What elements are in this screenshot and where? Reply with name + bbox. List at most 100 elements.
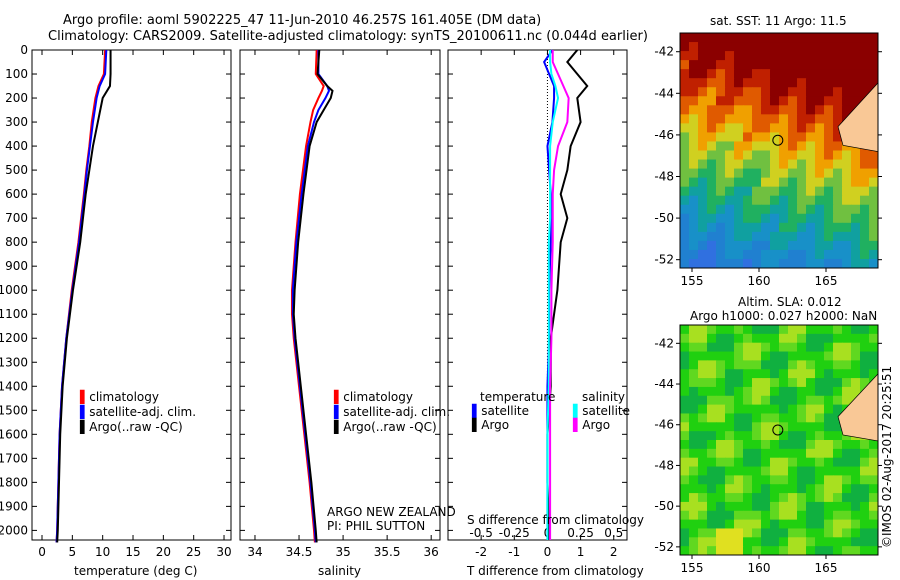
map-cell	[734, 493, 744, 503]
map-cell	[833, 186, 843, 197]
map-cell	[743, 105, 753, 115]
map-cell	[707, 457, 717, 468]
map-cell	[797, 378, 807, 388]
map-cell	[815, 360, 825, 370]
map-cell	[833, 360, 843, 370]
series-climatology	[290, 49, 325, 543]
map-cell	[743, 457, 753, 468]
map-cell	[770, 96, 780, 106]
map-cell	[806, 457, 816, 468]
map-cell	[698, 222, 708, 233]
map-cell	[851, 457, 861, 468]
map-cell	[860, 195, 870, 206]
map-cell	[797, 484, 807, 494]
map-cell	[824, 69, 834, 79]
map-cell	[851, 484, 861, 494]
map-cell	[833, 78, 843, 88]
map-cell	[797, 537, 807, 547]
map-cell	[716, 440, 726, 450]
map-cell	[761, 546, 771, 556]
map-cell	[770, 87, 780, 97]
map-cell	[806, 132, 816, 142]
map-cell	[734, 195, 744, 206]
map-cell	[689, 51, 699, 61]
map-cell	[752, 195, 762, 206]
map-cell	[752, 249, 762, 260]
map-cell	[716, 69, 726, 79]
map-cell	[869, 466, 879, 476]
map-cell	[752, 186, 762, 197]
map-cell	[851, 386, 861, 397]
map-cell	[680, 422, 690, 432]
map-cell	[779, 333, 789, 344]
map-cell	[869, 231, 879, 242]
map-cell	[788, 457, 798, 468]
map-cell	[797, 222, 807, 233]
map-cell	[797, 159, 807, 170]
map-cell	[869, 258, 879, 269]
map-cell	[842, 186, 852, 197]
map-cell	[806, 258, 816, 269]
map-cell	[788, 386, 798, 397]
legend-sal-argo: ▌Argo	[573, 418, 611, 432]
map-cell	[743, 51, 753, 61]
map-cell	[680, 42, 690, 52]
map-cell	[680, 413, 690, 423]
map-cell	[788, 510, 798, 521]
map-cell	[779, 177, 789, 188]
map-cell	[716, 422, 726, 432]
map-cell	[770, 105, 780, 115]
map-cell	[806, 519, 816, 529]
map-cell	[680, 351, 690, 361]
map-cell	[698, 105, 708, 115]
map-cell	[788, 33, 798, 43]
map-cell	[716, 195, 726, 206]
map-cell	[779, 369, 789, 379]
map-cell	[707, 493, 717, 503]
map-cell	[725, 325, 735, 335]
map-cell	[761, 222, 771, 233]
map-cell	[761, 87, 771, 97]
map-cell	[716, 378, 726, 388]
map-cell	[788, 395, 798, 406]
map-cell	[770, 422, 780, 432]
map-cell	[806, 78, 816, 88]
map-cell	[743, 466, 753, 476]
map-lon-label: 165	[815, 561, 838, 575]
map-cell	[788, 60, 798, 70]
map-cell	[842, 386, 852, 397]
map-cell	[842, 369, 852, 379]
map-cell	[869, 249, 879, 260]
map-cell	[869, 519, 879, 529]
map-cell	[797, 404, 807, 414]
map-cell	[806, 177, 816, 188]
sst-map-frame	[679, 32, 879, 269]
map-cell	[698, 342, 708, 353]
map-cell	[824, 51, 834, 61]
map-cell	[707, 60, 717, 70]
map-cell	[806, 546, 816, 556]
map-cell	[725, 537, 735, 547]
map-cell	[815, 222, 825, 233]
map-cell	[815, 369, 825, 379]
map-cell	[779, 422, 789, 432]
map-cell	[689, 141, 699, 151]
map-cell	[743, 448, 753, 459]
map-cell	[716, 258, 726, 269]
map-cell	[743, 141, 753, 151]
map-cell	[842, 177, 852, 188]
map-cell	[680, 105, 690, 115]
map-cell	[833, 528, 843, 538]
map-cell	[761, 360, 771, 370]
map-cell	[689, 404, 699, 414]
map-cell	[770, 466, 780, 476]
map-cell	[743, 484, 753, 494]
map-cell	[743, 475, 753, 485]
map-cell	[716, 413, 726, 423]
map-cell	[815, 351, 825, 361]
y-tick-label: 500	[5, 163, 28, 177]
annotation-pi: PI: PHIL SUTTON	[327, 519, 426, 533]
map-cell	[716, 186, 726, 197]
map-cell	[788, 78, 798, 88]
map-cell	[725, 51, 735, 61]
